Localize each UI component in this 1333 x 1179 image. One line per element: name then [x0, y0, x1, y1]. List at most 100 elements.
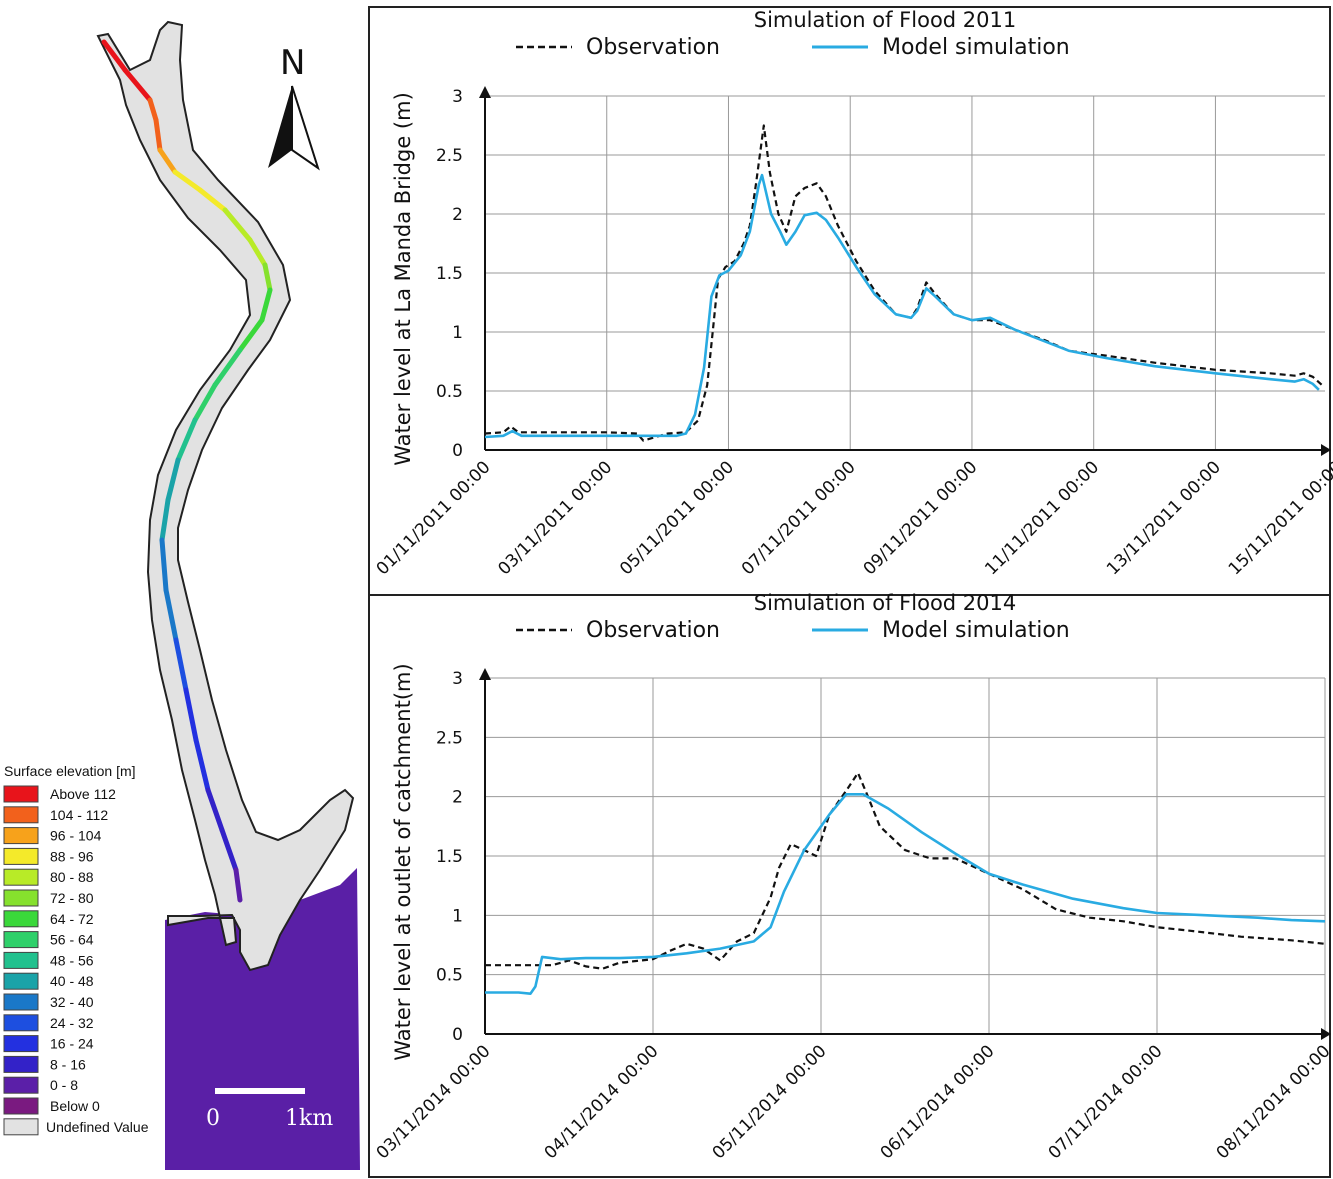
river-segment	[159, 537, 169, 593]
river-segment	[173, 637, 189, 693]
y-axis-label: Water level at outlet of catchment(m)	[391, 663, 415, 1060]
river-segment	[262, 262, 273, 293]
river-segment	[222, 207, 253, 243]
chart-frame-2014	[368, 594, 1331, 1178]
legend-item: 80 - 88	[3, 868, 94, 886]
x-tick-label: 11/11/2011 00:00	[981, 457, 1103, 579]
legend-label: Model simulation	[882, 35, 1070, 60]
legend-label: 48 - 56	[50, 952, 94, 968]
legend-swatch	[3, 1097, 39, 1115]
y-tick-label: 2.5	[436, 146, 463, 166]
legend-label: 96 - 104	[50, 828, 102, 844]
legend-label: Observation	[586, 35, 720, 60]
y-tick-label: 3	[452, 87, 463, 107]
legend-swatch	[3, 806, 39, 824]
y-tick-label: 1	[452, 323, 463, 343]
y-tick-label: 2	[452, 788, 463, 808]
legend-swatch	[3, 847, 39, 865]
legend-swatch	[3, 889, 39, 907]
legend-entry: Observation	[516, 35, 720, 60]
scale-end: 1km	[285, 1106, 333, 1131]
legend-entry: Model simulation	[812, 35, 1070, 60]
x-axis-arrow-icon	[1321, 444, 1331, 456]
legend-label: 72 - 80	[50, 890, 94, 906]
river-segment	[197, 187, 228, 213]
observation-line	[484, 124, 1323, 442]
legend-item: 16 - 24	[3, 1035, 94, 1053]
river-segment	[147, 97, 159, 123]
legend-item: 48 - 56	[3, 951, 94, 969]
legend-label: 88 - 96	[50, 848, 94, 864]
legend-label: 16 - 24	[50, 1036, 94, 1052]
sea-area	[165, 868, 360, 1170]
y-tick-label: 0.5	[436, 382, 463, 402]
y-tick-label: 0	[452, 1025, 463, 1045]
river-segment	[172, 169, 203, 193]
legend-item: 96 - 104	[3, 827, 102, 845]
river-segment	[157, 147, 178, 175]
x-tick-label: 05/11/2011 00:00	[616, 457, 738, 579]
legend-swatch	[3, 1035, 39, 1053]
river-segment	[183, 687, 199, 743]
legend-swatch	[3, 951, 39, 969]
river-segment	[205, 787, 225, 833]
y-axis-arrow-icon	[479, 86, 491, 98]
y-tick-label: 0	[452, 441, 463, 461]
legend-label: Below 0	[50, 1098, 100, 1114]
x-tick-label: 07/11/2014 00:00	[1045, 1041, 1167, 1163]
legend-swatch	[3, 931, 39, 949]
legend-swatch	[3, 910, 39, 928]
legend-item: 8 - 16	[3, 1055, 86, 1073]
legend-entry: Observation	[516, 618, 720, 643]
model-simulation-line	[484, 173, 1320, 439]
legend-item: 40 - 48	[3, 972, 94, 990]
river-segment	[163, 587, 179, 643]
y-tick-label: 0.5	[436, 966, 463, 986]
flood-2011-chart: Simulation of Flood 2011 0 0.5 1 1.5 2 2.5 3 01/…	[373, 8, 1333, 579]
legend-label: 8 - 16	[50, 1056, 86, 1072]
river-segment	[193, 737, 211, 793]
legend-item: 56 - 64	[3, 931, 94, 949]
x-tick-label: 13/11/2011 00:00	[1103, 457, 1225, 579]
y-tick-label: 1.5	[436, 847, 463, 867]
legend-swatch	[3, 1055, 39, 1073]
legend-item: 72 - 80	[3, 889, 94, 907]
x-tick-label: 06/11/2014 00:00	[877, 1041, 999, 1163]
chart-title: Simulation of Flood 2014	[754, 591, 1017, 615]
y-tick-label: 3	[452, 669, 463, 689]
legend-label: 64 - 72	[50, 911, 94, 927]
flood-2014-chart: Simulation of Flood 201400.511.522.5303/…	[373, 591, 1333, 1163]
legend-entry: Model simulation	[812, 618, 1070, 643]
river-segment	[153, 117, 163, 153]
x-tick-label: 03/11/2011 00:00	[494, 457, 616, 579]
legend-swatch	[3, 868, 39, 886]
legend-swatch	[3, 1076, 39, 1094]
legend-label: 32 - 40	[50, 994, 94, 1010]
scale-start: 0	[206, 1106, 220, 1131]
legend-label: 80 - 88	[50, 869, 94, 885]
legend-label: 56 - 64	[50, 932, 94, 948]
river-segment	[101, 39, 128, 73]
legend-label: Observation	[586, 618, 720, 643]
legend-label: Above 112	[50, 786, 116, 802]
x-axis-arrow-icon	[1321, 1028, 1331, 1040]
scale-bar: 0 1km	[206, 1088, 333, 1131]
legend-swatch	[3, 827, 39, 845]
y-tick-label: 1	[452, 906, 463, 926]
map-panel: N 0 1km Surface elevation [m] Above 112 1…	[2, 20, 360, 1170]
elevation-legend: Surface elevation [m] Above 112 104 - 112…	[2, 758, 165, 1136]
model-simulation-line	[485, 793, 1326, 995]
river-segment	[233, 867, 243, 903]
x-tick-label: 08/11/2014 00:00	[1213, 1041, 1333, 1163]
legend-label: 0 - 8	[50, 1077, 78, 1093]
river-segment	[212, 347, 243, 388]
y-tick-label: 1.5	[436, 264, 463, 284]
river-segment	[165, 457, 181, 503]
legend-swatch	[3, 1118, 39, 1136]
legend-label: Undefined Value	[46, 1119, 149, 1135]
legend-item: 88 - 96	[3, 847, 94, 865]
legend-item: 32 - 40	[3, 993, 94, 1011]
legend-item: 24 - 32	[3, 1014, 94, 1032]
legend-label: Model simulation	[882, 618, 1070, 643]
legend-item: Above 112	[3, 785, 116, 803]
